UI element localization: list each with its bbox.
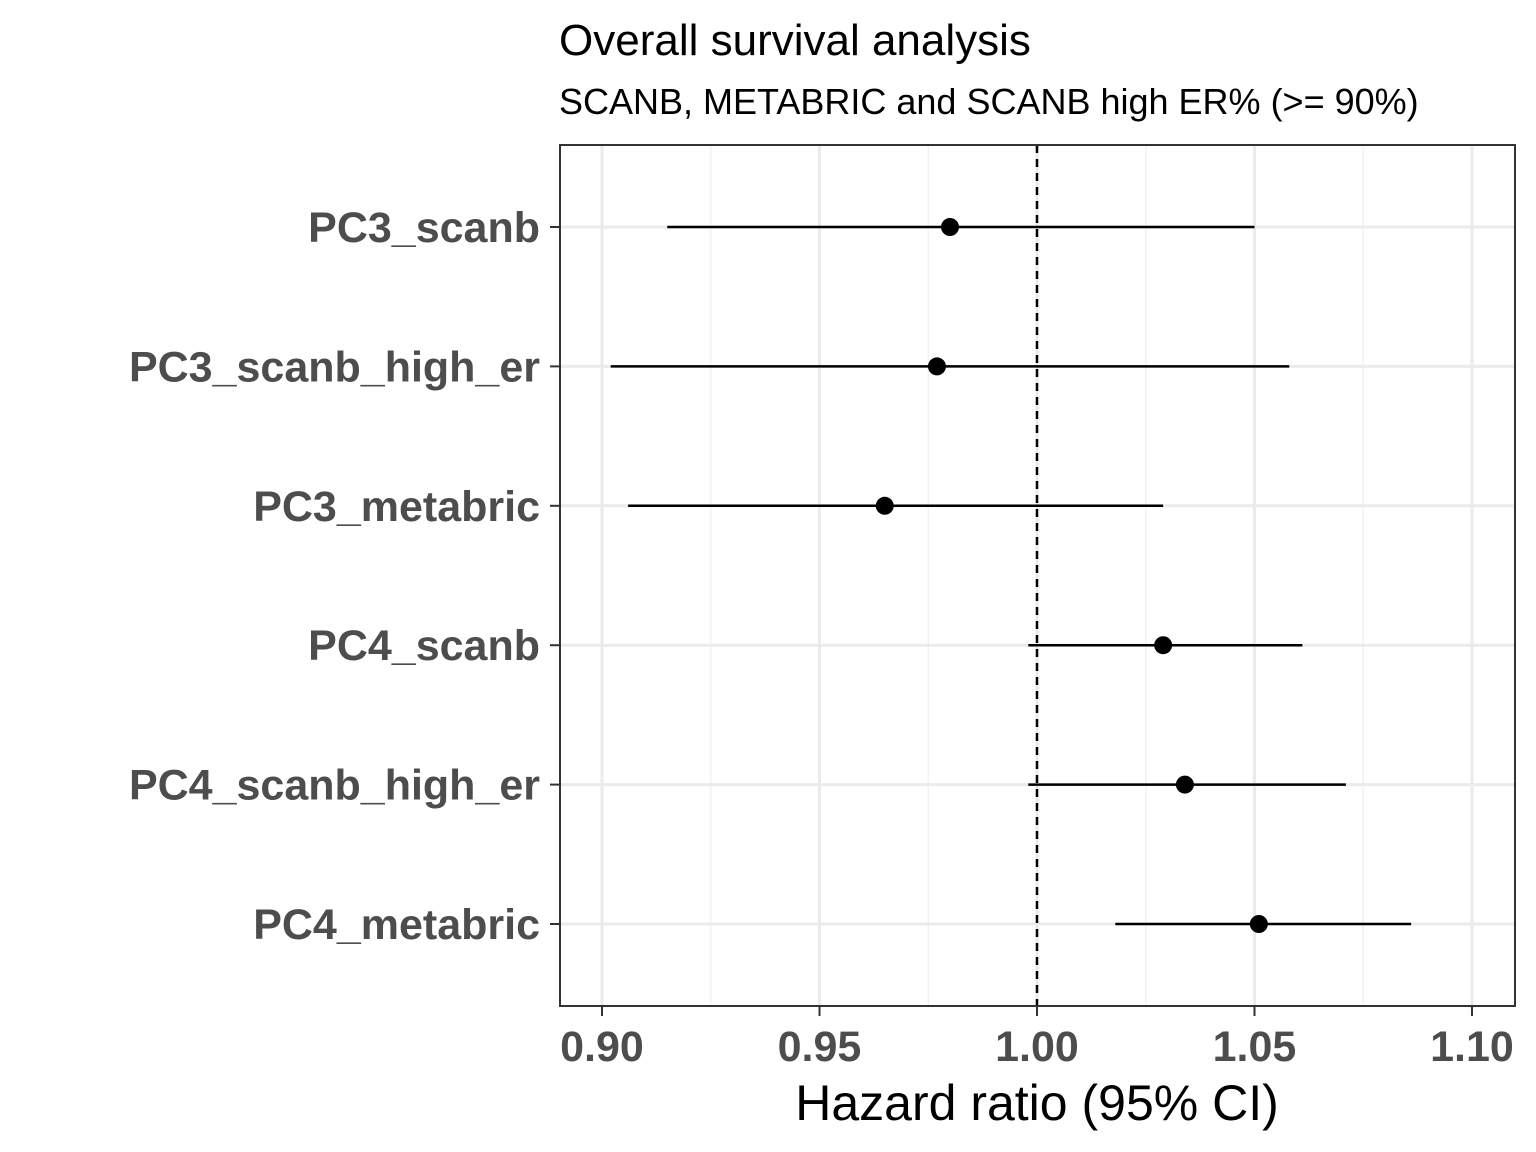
axis-layer: PC3_scanb PC3_scanb_high_er PC3_metabric PC… [129, 204, 1514, 1071]
chart-title: Overall survival analysis [559, 16, 1031, 65]
x-axis-label: Hazard ratio (95% CI) [795, 1075, 1279, 1131]
y-tick-label: PC3_scanb_high_er [129, 343, 540, 391]
y-tick-label: PC4_scanb_high_er [129, 762, 540, 810]
x-tick-label: 0.95 [778, 1023, 862, 1071]
y-tick-label: PC4_metabric [253, 901, 540, 949]
x-tick-label: 1.10 [1430, 1023, 1514, 1071]
y-tick-label: PC4_scanb [308, 622, 540, 670]
mark-layer [610, 218, 1412, 933]
chart-subtitle: SCANB, METABRIC and SCANB high ER% (>= 9… [559, 81, 1419, 122]
estimate-point [941, 218, 959, 236]
estimate-point [1249, 915, 1268, 933]
y-tick-label: PC3_scanb [308, 204, 540, 252]
x-tick-label: 0.90 [560, 1023, 644, 1071]
estimate-point [1154, 636, 1173, 655]
x-tick-label: 1.05 [1213, 1023, 1297, 1071]
panel-border [559, 144, 1516, 1007]
x-tick-label: 1.00 [995, 1023, 1079, 1071]
estimate-point [875, 496, 894, 515]
y-tick-label: PC3_metabric [253, 483, 540, 531]
estimate-point [927, 357, 946, 376]
estimate-point [1175, 775, 1194, 794]
